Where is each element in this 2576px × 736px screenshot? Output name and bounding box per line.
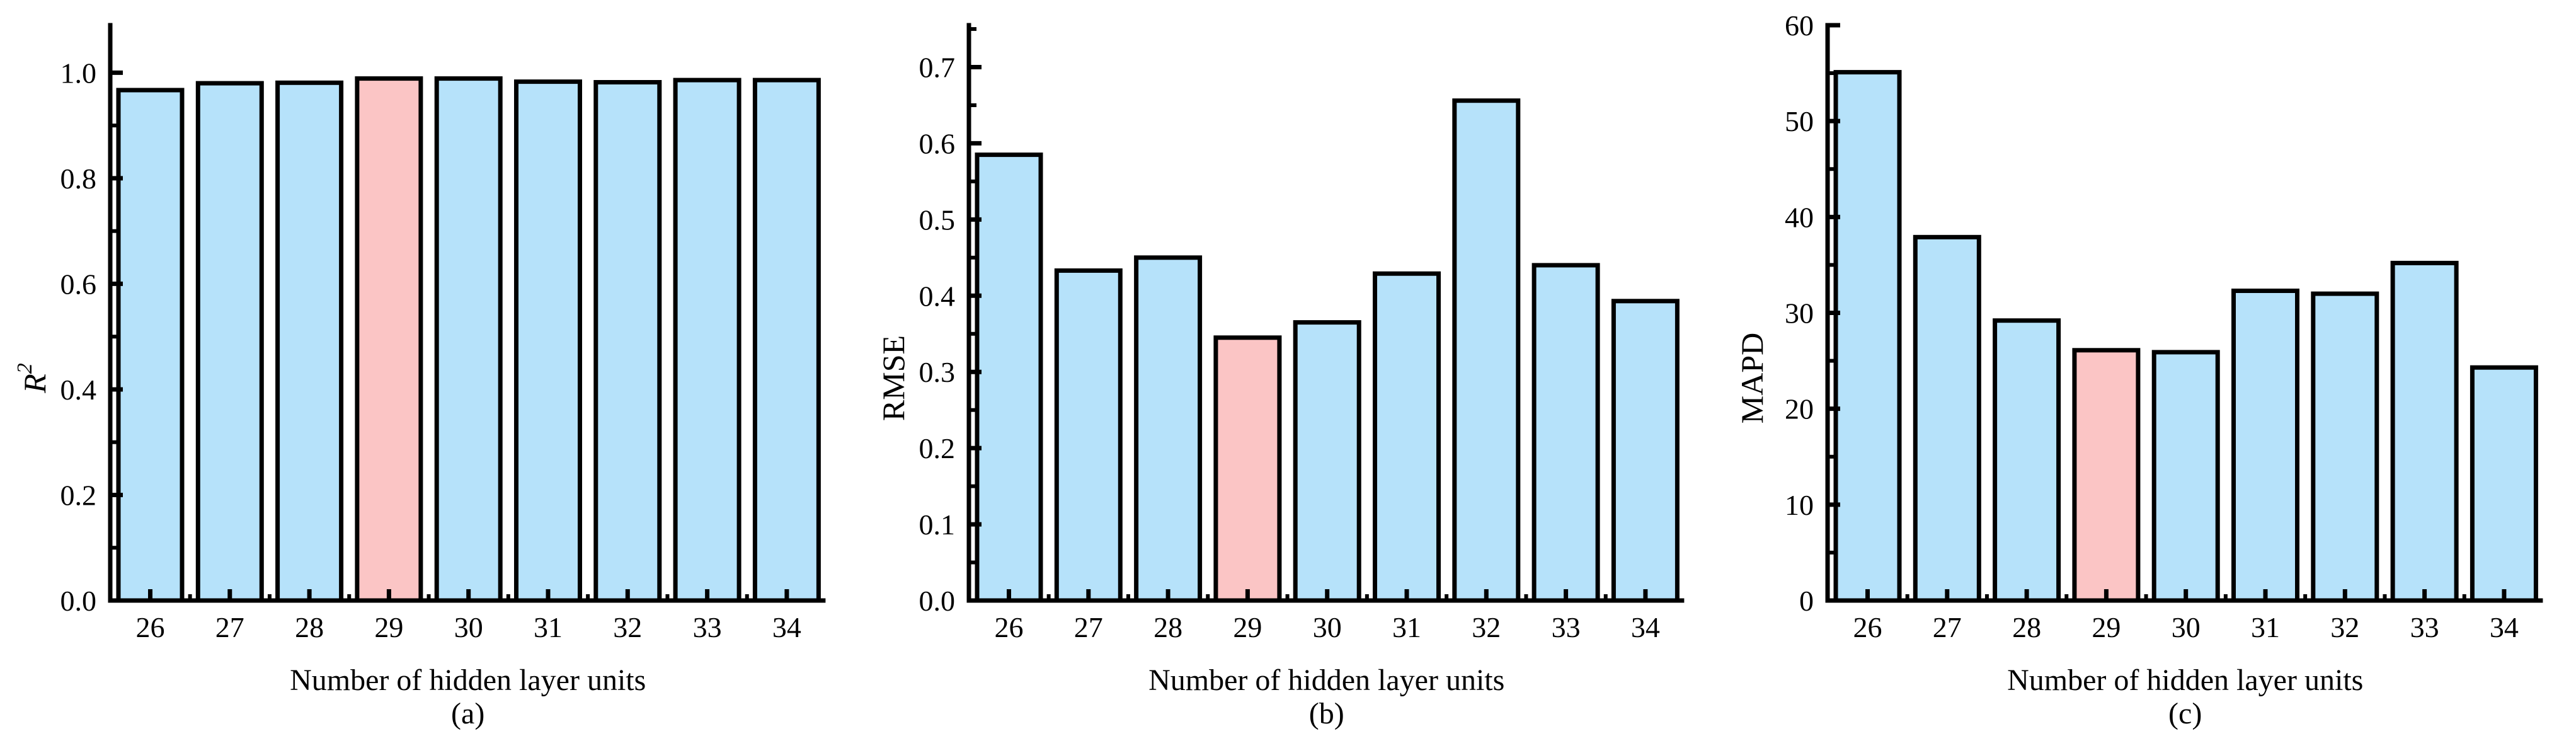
x-tick-label: 32 <box>1472 611 1501 643</box>
bar-30 <box>1293 320 1361 603</box>
bar-29-highlighted <box>2072 348 2141 603</box>
bar-32 <box>593 80 662 603</box>
bar-27 <box>1913 234 1981 603</box>
y-tick-label: 0.8 <box>60 163 97 195</box>
x-tick-label: 29 <box>374 611 403 643</box>
y-tick-label: 0.0 <box>60 585 97 617</box>
x-tick-label: 30 <box>2172 611 2201 643</box>
bar-32 <box>2311 291 2379 603</box>
y-tick-label: 0.0 <box>919 585 956 617</box>
x-axis-title: Number of hidden layer units <box>1148 664 1504 697</box>
bar-32 <box>1452 98 1521 603</box>
x-tick-label: 31 <box>1392 611 1421 643</box>
x-tick-label: 31 <box>2251 611 2280 643</box>
panel-sublabel: (a) <box>451 697 484 730</box>
y-tick-label: 0.4 <box>60 374 97 406</box>
y-tick-label: 20 <box>1785 393 1814 425</box>
y-tick-label: 40 <box>1785 201 1814 233</box>
y-tick-label: 0.2 <box>919 432 956 464</box>
y-tick-label: 1.0 <box>60 57 97 89</box>
bar-31 <box>1373 271 1441 603</box>
bar-33 <box>673 78 741 603</box>
x-tick-label: 28 <box>1153 611 1182 643</box>
x-tick-label: 33 <box>1552 611 1581 643</box>
x-tick-label: 32 <box>613 611 642 643</box>
bar-26 <box>116 88 185 603</box>
y-tick-label: 30 <box>1785 297 1814 330</box>
bar-29-highlighted <box>1213 335 1282 603</box>
y-tick-label: 0 <box>1799 585 1814 617</box>
bar-27 <box>195 81 264 603</box>
rmse-bar-chart: 0.0 0.1 0.2 0.3 0.4 0.5 0.6 0.7 26 27 28 29 30 31 32 33… <box>876 23 1685 730</box>
x-tick-label: 33 <box>693 611 722 643</box>
y-axis-title: R2 <box>13 363 52 394</box>
x-tick-label: 27 <box>215 611 244 643</box>
x-tick-label: 31 <box>534 611 563 643</box>
y-tick-label: 0.3 <box>919 356 956 388</box>
bar-27 <box>1054 268 1123 603</box>
x-tick-label: 30 <box>454 611 483 643</box>
x-tick-label: 26 <box>1853 611 1882 643</box>
panel-sublabel: (b) <box>1309 697 1344 730</box>
chart-panel-c: 0 10 20 30 40 50 60 26 27 28 29 30 31 32 33 34 Number of… <box>1717 0 2576 736</box>
panel-sublabel: (c) <box>2168 697 2202 730</box>
bar-28 <box>1993 318 2061 603</box>
x-tick-label: 29 <box>2092 611 2121 643</box>
x-tick-label: 29 <box>1233 611 1262 643</box>
bar-26 <box>1833 70 1902 603</box>
bar-33 <box>2390 260 2459 603</box>
y-axis-title: RMSE <box>876 335 911 421</box>
y-tick-label: 50 <box>1785 105 1814 137</box>
x-tick-label: 27 <box>1933 611 1962 643</box>
bar-30 <box>2151 350 2220 603</box>
x-tick-label: 28 <box>295 611 324 643</box>
y-tick-label: 60 <box>1785 9 1814 42</box>
bar-34 <box>2470 365 2538 603</box>
x-tick-label: 34 <box>772 611 801 643</box>
y-tick-label: 0.1 <box>919 509 956 541</box>
bar-30 <box>434 76 503 603</box>
y-tick-label: 0.7 <box>919 52 956 84</box>
x-tick-label: 32 <box>2330 611 2359 643</box>
x-tick-label: 27 <box>1074 611 1103 643</box>
y-tick-label: 0.5 <box>919 204 956 236</box>
chart-panel-a: 0.0 0.2 0.4 0.6 0.8 1.0 26 27 28 29 30 31 32 33 34 Numb… <box>0 0 859 736</box>
y-tick-label: 0.6 <box>919 127 956 159</box>
x-tick-label: 26 <box>136 611 165 643</box>
bar-31 <box>514 79 582 603</box>
x-tick-label: 33 <box>2410 611 2439 643</box>
bar-28 <box>275 80 344 603</box>
y-tick-label: 10 <box>1785 489 1814 521</box>
bar-34 <box>1611 299 1680 603</box>
y-tick-label: 0.2 <box>60 479 97 511</box>
bar-29-highlighted <box>355 76 423 603</box>
bar-26 <box>975 152 1043 603</box>
r2-bar-chart: 0.0 0.2 0.4 0.6 0.8 1.0 26 27 28 29 30 31 32 33 34 Numb… <box>13 23 826 730</box>
x-axis-title: Number of hidden layer units <box>2007 664 2363 697</box>
y-axis-title: MAPD <box>1734 333 1770 423</box>
bar-33 <box>1531 263 1600 603</box>
y-tick-label: 0.6 <box>60 268 97 300</box>
chart-panel-b: 0.0 0.1 0.2 0.3 0.4 0.5 0.6 0.7 26 27 28 29 30 31 32 33… <box>859 0 1717 736</box>
y-tick-label: 0.4 <box>919 280 956 312</box>
mapd-bar-chart: 0 10 20 30 40 50 60 26 27 28 29 30 31 32 33 34 Number of… <box>1734 9 2543 730</box>
x-tick-label: 30 <box>1313 611 1342 643</box>
x-tick-label: 34 <box>2490 611 2519 643</box>
bar-31 <box>2231 289 2299 603</box>
x-axis-title: Number of hidden layer units <box>290 664 646 697</box>
bar-28 <box>1134 255 1203 603</box>
x-tick-label: 26 <box>995 611 1024 643</box>
x-tick-label: 34 <box>1631 611 1660 643</box>
x-tick-label: 28 <box>2012 611 2041 643</box>
bar-34 <box>752 78 821 603</box>
